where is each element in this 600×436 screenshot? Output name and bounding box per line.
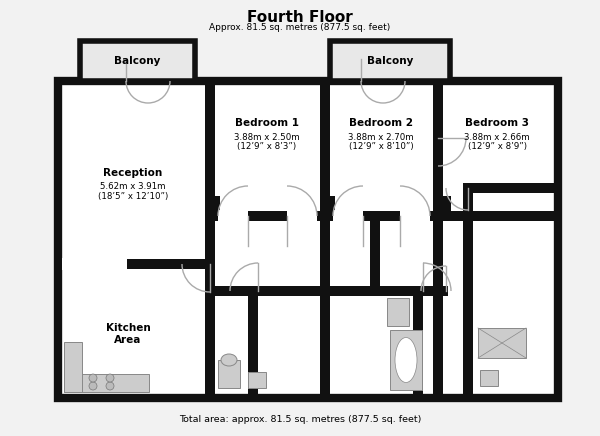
Bar <box>218 210 248 222</box>
Text: Balcony: Balcony <box>367 56 413 66</box>
Text: 3.88m x 2.66m: 3.88m x 2.66m <box>464 133 530 142</box>
Bar <box>413 291 423 398</box>
Text: (12’9” x 8’9”): (12’9” x 8’9”) <box>467 143 527 151</box>
Text: 5.62m x 3.91m: 5.62m x 3.91m <box>100 183 166 191</box>
Circle shape <box>106 374 114 382</box>
Text: Area: Area <box>115 335 142 345</box>
Text: 3.88m x 2.70m: 3.88m x 2.70m <box>348 133 414 142</box>
Text: Bedroom 3: Bedroom 3 <box>465 118 529 128</box>
Circle shape <box>106 382 114 390</box>
Bar <box>433 81 443 398</box>
Bar <box>248 291 258 398</box>
Bar <box>480 370 498 386</box>
Bar <box>468 183 558 193</box>
Text: Reception: Reception <box>103 168 163 178</box>
Bar <box>320 81 330 398</box>
Bar <box>387 298 409 326</box>
Bar <box>478 328 526 358</box>
Bar <box>80 41 195 81</box>
Bar <box>370 216 380 291</box>
Text: (12’9” x 8’3”): (12’9” x 8’3”) <box>238 143 296 151</box>
Text: (12’9” x 8’10”): (12’9” x 8’10”) <box>349 143 413 151</box>
Text: (18’5” x 12’10”): (18’5” x 12’10”) <box>98 193 168 201</box>
Bar <box>58 259 210 269</box>
Text: Kitchen: Kitchen <box>106 323 151 333</box>
Text: Bedroom 2: Bedroom 2 <box>349 118 413 128</box>
Text: Approx. 81.5 sq. metres (877.5 sq. feet): Approx. 81.5 sq. metres (877.5 sq. feet) <box>209 23 391 32</box>
Ellipse shape <box>395 337 417 382</box>
Bar <box>64 342 82 392</box>
Bar <box>64 374 149 392</box>
Ellipse shape <box>221 354 237 366</box>
Bar <box>433 196 451 216</box>
Circle shape <box>89 382 97 390</box>
Bar <box>205 81 215 398</box>
Text: Balcony: Balcony <box>115 56 161 66</box>
Bar <box>210 286 448 296</box>
Bar <box>62 258 127 270</box>
Bar <box>330 41 450 81</box>
Circle shape <box>89 374 97 382</box>
Bar <box>58 81 558 398</box>
Bar <box>325 196 335 216</box>
Bar <box>320 196 330 216</box>
Bar <box>333 210 363 222</box>
Bar <box>287 210 317 222</box>
Text: Bedroom 1: Bedroom 1 <box>235 118 299 128</box>
Bar <box>218 360 240 388</box>
Text: Fourth Floor: Fourth Floor <box>247 10 353 25</box>
Text: 3.88m x 2.50m: 3.88m x 2.50m <box>234 133 300 142</box>
Bar <box>210 211 558 221</box>
Bar <box>390 330 422 390</box>
Text: Total area: approx. 81.5 sq. metres (877.5 sq. feet): Total area: approx. 81.5 sq. metres (877… <box>179 415 421 424</box>
Bar <box>248 372 266 388</box>
Bar <box>463 183 473 398</box>
Bar <box>210 196 220 216</box>
Bar <box>400 210 430 222</box>
